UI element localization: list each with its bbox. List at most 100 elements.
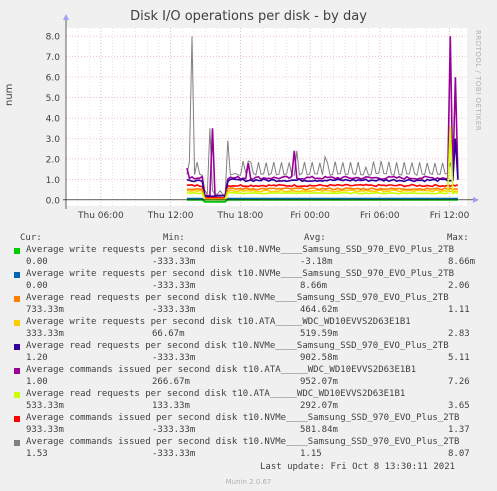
legend-label: Average read requests per second disk t1… [26,341,449,351]
legend-row: Average read requests per second disk t1… [0,389,497,413]
series-line [186,183,459,199]
legend-cur: 1.53 [26,449,48,459]
legend-row: Average commands issued per second disk … [0,413,497,437]
y-tick-label: 1.0 [46,176,61,186]
legend-avg: 952.07m [300,377,338,387]
legend-swatch [14,296,20,302]
legend-header-max: Max: [447,233,469,243]
legend-min: -333.33m [152,449,196,459]
legend-swatch [14,320,20,326]
y-tick-label: 3.0 [46,135,61,145]
legend-max: 1.37 [448,425,470,435]
legend-label: Average write requests per second disk t… [26,317,411,327]
last-update: Last update: Fri Oct 8 13:30:11 2021 [260,462,456,472]
legend-avg: 1.15 [300,449,322,459]
x-axis-arrow [473,196,479,203]
legend-min: -333.33m [152,257,196,267]
legend-cur: 1.20 [26,353,48,363]
legend-row: Average write requests per second disk t… [0,245,497,269]
legend-max: 2.06 [448,281,470,291]
legend-min: 133.33m [152,401,190,411]
legend-min: -333.33m [152,305,196,315]
series-line [186,138,459,198]
y-tick-label: 8.0 [46,33,61,43]
series-line [186,189,458,201]
legend-avg: 464.62m [300,305,338,315]
chart-title: Disk I/O operations per disk - by day [130,9,367,24]
series-line [186,36,459,197]
legend-min: 66.67m [152,329,185,339]
legend-max: 7.26 [448,377,470,387]
y-tick-label: 5.0 [46,94,61,104]
x-tick-label: Thu 18:00 [216,211,263,221]
legend-row: Average write requests per second disk t… [0,269,497,293]
y-tick-label: 7.0 [46,53,61,63]
y-tick-label: 6.0 [46,74,61,84]
legend-min: -333.33m [152,353,196,363]
plot-area: 0.0 1.0 2.0 3.0 4.0 5.0 6.0 7.0 8.0 Thu 06:00 Thu … [46,14,479,221]
legend-label: Average write requests per second disk t… [26,269,455,279]
legend: Cur: Min: Avg: Max: Average write reques… [0,233,497,473]
series-line [186,187,459,200]
series-line [186,36,459,196]
legend-row: Average read requests per second disk t1… [0,341,497,365]
legend-max: 3.65 [448,401,470,411]
munin-version: Munin 2.0.67 [225,478,272,486]
legend-avg: 292.07m [300,401,338,411]
legend-label: Average write requests per second disk t… [26,245,455,255]
y-tick-label: 2.0 [46,155,61,165]
legend-header-cur: Cur: [20,233,42,243]
legend-max: 8.07 [448,449,470,459]
legend-cur: 0.00 [26,257,48,267]
legend-max: 5.11 [448,353,470,363]
legend-cur: 0.00 [26,281,48,291]
x-tick-label: Fri 06:00 [360,211,400,221]
y-axis-arrow [63,14,69,20]
legend-label: Average read requests per second disk t1… [26,389,406,399]
legend-avg: 519.59m [300,329,338,339]
legend-cur: 333.33m [26,329,64,339]
legend-max: 8.66m [448,257,476,267]
x-tick-label: Thu 12:00 [147,211,194,221]
legend-cur: 1.00 [26,377,48,387]
series-line [186,197,458,203]
legend-min: -333.33m [152,281,196,291]
legend-avg: -3.18m [300,257,333,267]
y-tick-label: 4.0 [46,115,61,125]
legend-avg: 8.66m [300,281,328,291]
legend-max: 1.11 [448,305,470,315]
x-tick-label: Thu 06:00 [77,211,124,221]
legend-cur: 933.33m [26,425,64,435]
legend-label: Average commands issued per second disk … [26,437,460,447]
legend-label: Average commands issued per second disk … [26,365,417,375]
legend-swatch [14,440,20,446]
legend-cur: 733.33m [26,305,64,315]
legend-row: Average commands issued per second disk … [0,437,497,461]
legend-swatch [14,416,20,422]
legend-swatch [14,392,20,398]
legend-row: Average commands issued per second disk … [0,365,497,389]
legend-header-avg: Avg: [304,233,326,243]
series-line [186,126,459,201]
legend-swatch [14,368,20,374]
legend-swatch [14,344,20,350]
x-tick-label: Fri 12:00 [430,211,470,221]
legend-min: 266.67m [152,377,190,387]
legend-cur: 533.33m [26,401,64,411]
legend-row: Average write requests per second disk t… [0,317,497,341]
rrdtool-credit: RRDTOOL / TOBI OETIKER [474,30,482,132]
legend-min: -333.33m [152,425,196,435]
y-tick-label: 0.0 [46,196,61,206]
legend-label: Average read requests per second disk t1… [26,293,449,303]
legend-header-min: Min: [163,233,185,243]
plot-background [66,28,467,206]
legend-swatch [14,272,20,278]
legend-row: Average read requests per second disk t1… [0,293,497,317]
legend-max: 2.83 [448,329,470,339]
x-tick-label: Fri 00:00 [290,211,330,221]
legend-swatch [14,248,20,254]
legend-label: Average commands issued per second disk … [26,413,460,423]
legend-avg: 902.58m [300,353,338,363]
legend-avg: 581.84m [300,425,338,435]
